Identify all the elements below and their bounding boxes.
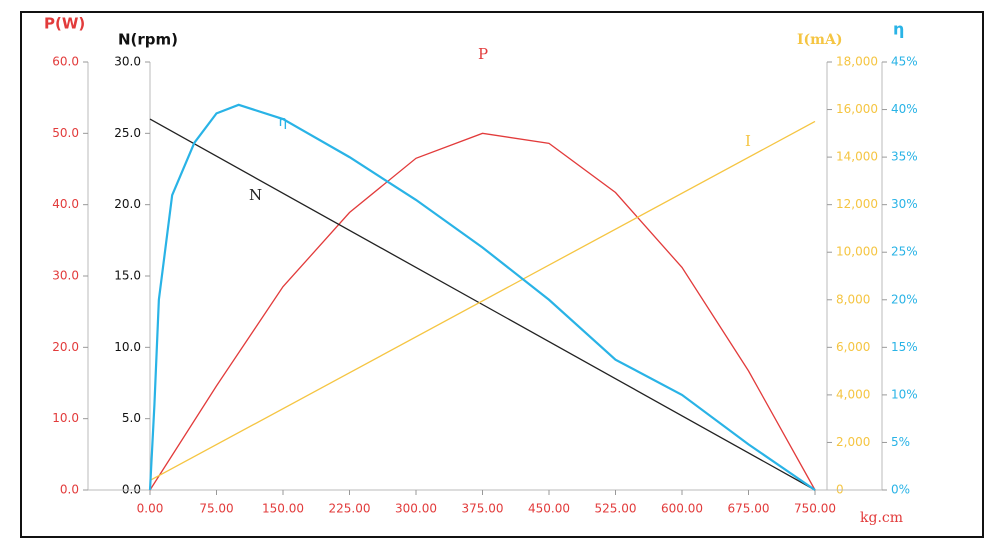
x-tick-label: 375.00 [462,502,504,516]
i-axis-title: I(mA) [797,32,842,48]
series-label: N [249,186,262,204]
p-tick-label: 30.0 [52,269,79,283]
n-axis-title: N(rpm) [118,31,178,49]
eta-tick-label: 10% [891,387,918,401]
i-tick-label: 6,000 [836,340,870,354]
x-tick-label: 450.00 [528,502,570,516]
n-tick-label: 5.0 [122,411,141,425]
i-tick-label: 18,000 [836,55,878,69]
series-line [149,120,816,482]
p-axis-title: P(W) [44,15,85,33]
i-tick-label: 8,000 [836,292,870,306]
p-tick-label: 0.0 [60,483,79,497]
x-axis-title: kg.cm [860,510,903,526]
n-tick-label: 30.0 [114,55,141,69]
eta-tick-label: 0% [891,483,910,497]
n-tick-label: 20.0 [114,197,141,211]
series-label: η [278,112,287,130]
x-tick-label: 150.00 [262,502,304,516]
eta-tick-label: 25% [891,245,918,259]
frame [20,11,984,538]
p-tick-label: 20.0 [52,340,79,354]
x-tick-label: 300.00 [395,502,437,516]
eta-tick-label: 35% [891,150,918,164]
series-line [149,132,816,491]
p-tick-label: 10.0 [52,411,79,425]
eta-tick-label: 5% [891,435,910,449]
x-tick-label: 225.00 [329,502,371,516]
eta-tick-label: 30% [891,197,918,211]
i-tick-label: 16,000 [836,102,878,116]
i-tick-label: 4,000 [836,387,870,401]
x-tick-label: 600.00 [661,502,703,516]
series-line [148,103,816,491]
n-tick-label: 15.0 [114,269,141,283]
eta-tick-label: 45% [891,55,918,69]
x-tick-label: 675.00 [728,502,770,516]
n-tick-label: 10.0 [114,340,141,354]
p-tick-label: 60.0 [52,55,79,69]
x-tick-label: 525.00 [595,502,637,516]
x-tick-label: 75.00 [199,502,233,516]
i-tick-label: 14,000 [836,150,878,164]
x-tick-label: 750.00 [794,502,836,516]
eta-tick-label: 20% [891,292,918,306]
p-tick-label: 40.0 [52,197,79,211]
series-label: I [745,132,751,150]
i-tick-label: 10,000 [836,245,878,259]
i-tick-label: 12,000 [836,197,878,211]
eta-tick-label: 40% [891,102,918,116]
n-tick-label: 25.0 [114,126,141,140]
series-line [149,118,816,491]
i-tick-label: 2,000 [836,435,870,449]
x-tick-label: 0.00 [137,502,164,516]
eta-tick-label: 15% [891,340,918,354]
series-label: P [478,45,488,63]
p-tick-label: 50.0 [52,126,79,140]
eta-axis-title: η [893,20,904,39]
